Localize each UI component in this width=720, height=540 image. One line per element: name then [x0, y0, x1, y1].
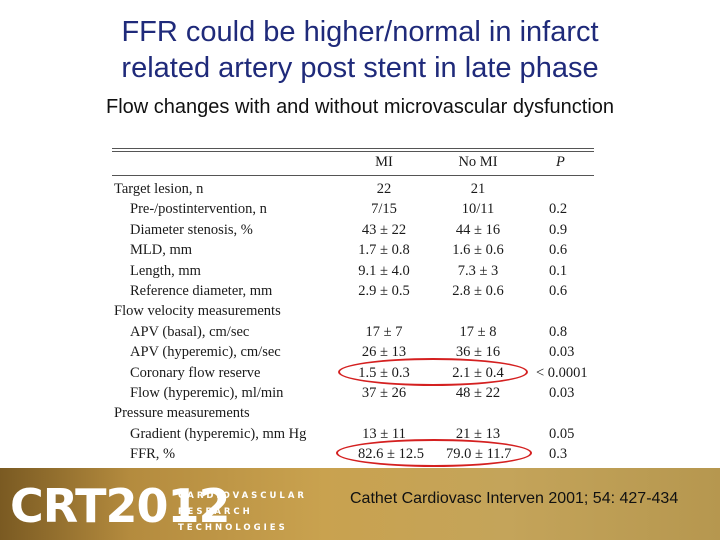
- row-label: MLD, mm: [130, 242, 193, 259]
- row-label: Flow (hyperemic), ml/min: [130, 385, 284, 401]
- logo-sub-line-2: RESEARCH: [178, 507, 253, 517]
- slide-title-line-2: related artery post stent in late phase: [121, 52, 599, 84]
- cell-p: 0.9: [549, 221, 568, 238]
- cell-p: < 0.0001: [536, 364, 588, 381]
- row-label: FFR, %: [130, 446, 176, 463]
- table-row: Reference diameter, mm 2.9 ± 0.5 2.8 ± 0.6…: [112, 281, 594, 301]
- cell-p: 0.2: [549, 201, 568, 218]
- cell-p: 0.03: [549, 344, 575, 361]
- slide-subtitle: Flow changes with and without microvascu…: [105, 96, 615, 118]
- cell-mi: 9.1 ± 4.0: [358, 262, 410, 279]
- row-label: APV (basal), cm/sec: [130, 323, 250, 340]
- table-header-rule: [112, 175, 594, 176]
- table-header-row: MI No MI P: [112, 152, 594, 172]
- highlight-cfr-ellipse: [338, 358, 528, 386]
- table-row: Flow velocity measurements: [112, 301, 594, 321]
- row-label: Target lesion, n: [114, 181, 204, 197]
- cell-no-mi: 2.8 ± 0.6: [452, 283, 504, 299]
- row-label: Pre-/postintervention, n: [130, 201, 267, 218]
- crt-logo-subtitle: CARDIOVASCULAR RESEARCH TECHNOLOGIES: [178, 488, 307, 536]
- cell-p: 0.6: [549, 242, 568, 259]
- cell-mi: 2.9 ± 0.5: [358, 283, 410, 299]
- row-label: Flow velocity measurements: [114, 303, 281, 320]
- row-label: Length, mm: [130, 262, 201, 279]
- footer-banner: CRT2012 CARDIOVASCULAR RESEARCH TECHNOLO…: [0, 468, 720, 540]
- table-top-rule: [112, 148, 594, 149]
- cell-mi: 17 ± 7: [365, 323, 403, 340]
- logo-sub-line-1: CARDIOVASCULAR: [178, 491, 307, 501]
- cell-mi: 43 ± 22: [361, 221, 407, 238]
- cell-no-mi: 10/11: [461, 201, 495, 218]
- row-label: Coronary flow reserve: [130, 364, 261, 381]
- table-row: APV (basal), cm/sec 17 ± 7 17 ± 8 0.8: [112, 322, 594, 342]
- cell-no-mi: 7.3 ± 3: [457, 262, 499, 279]
- cell-p: 0.6: [549, 283, 568, 299]
- cell-no-mi: 1.6 ± 0.6: [452, 242, 504, 259]
- table-row: Length, mm 9.1 ± 4.0 7.3 ± 3 0.1: [112, 261, 594, 281]
- slide-title-line-1: FFR could be higher/normal in infarct: [121, 16, 599, 48]
- table-row: Pressure measurements: [112, 403, 594, 423]
- cell-no-mi: 17 ± 8: [459, 323, 497, 340]
- table-top-rule-2: [112, 151, 594, 152]
- citation: Cathet Cardiovasc Interven 2001; 54: 427…: [350, 490, 679, 507]
- table-row: Diameter stenosis, % 43 ± 22 44 ± 16 0.9: [112, 220, 594, 240]
- header-p: P: [556, 154, 565, 170]
- header-no-mi: No MI: [458, 154, 498, 170]
- crt-logo: CRT2012: [10, 479, 231, 533]
- cell-p: 0.8: [549, 323, 568, 340]
- cell-p: 0.03: [549, 385, 575, 401]
- table-row: Gradient (hyperemic), mm Hg 13 ± 11 21 ± 1…: [112, 424, 594, 444]
- cell-no-mi: 36 ± 16: [455, 344, 501, 361]
- row-label: Pressure measurements: [114, 405, 250, 422]
- cell-mi: 26 ± 13: [361, 344, 407, 361]
- cell-no-mi: 21 ± 13: [455, 425, 501, 442]
- slide-title: FFR could be higher/normal in infarct re…: [0, 14, 720, 86]
- row-label: Reference diameter, mm: [130, 283, 273, 299]
- logo-sub-line-3: TECHNOLOGIES: [178, 523, 288, 533]
- table-row: Pre-/postintervention, n 7/15 10/11 0.2: [112, 199, 594, 219]
- cell-mi: 37 ± 26: [361, 385, 407, 401]
- table-row: MLD, mm 1.7 ± 0.8 1.6 ± 0.6 0.6: [112, 240, 594, 260]
- row-label: APV (hyperemic), cm/sec: [130, 344, 281, 361]
- row-label: Gradient (hyperemic), mm Hg: [130, 425, 307, 442]
- results-table: MI No MI P Target lesion, n 22 21 Pre-/post…: [112, 148, 594, 468]
- header-mi: MI: [375, 154, 393, 170]
- cell-p: 0.1: [549, 262, 568, 279]
- table-row: Target lesion, n 22 21: [112, 179, 594, 199]
- cell-no-mi: 48 ± 22: [455, 385, 501, 401]
- cell-mi: 22: [376, 181, 392, 197]
- cell-no-mi: 44 ± 16: [455, 221, 501, 238]
- row-label: Diameter stenosis, %: [130, 221, 253, 238]
- cell-p: 0.05: [549, 425, 575, 442]
- cell-mi: 1.7 ± 0.8: [358, 242, 410, 259]
- table-row: Flow (hyperemic), ml/min 37 ± 26 48 ± 22 0.…: [112, 383, 594, 403]
- cell-mi: 7/15: [371, 201, 397, 218]
- cell-mi: 13 ± 11: [362, 425, 406, 442]
- table-row: APV (hyperemic), cm/sec 26 ± 13 36 ± 16 0.0…: [112, 342, 594, 362]
- highlight-ffr-ellipse: [336, 439, 532, 467]
- cell-no-mi: 21: [470, 181, 486, 197]
- cell-p: 0.3: [549, 446, 568, 463]
